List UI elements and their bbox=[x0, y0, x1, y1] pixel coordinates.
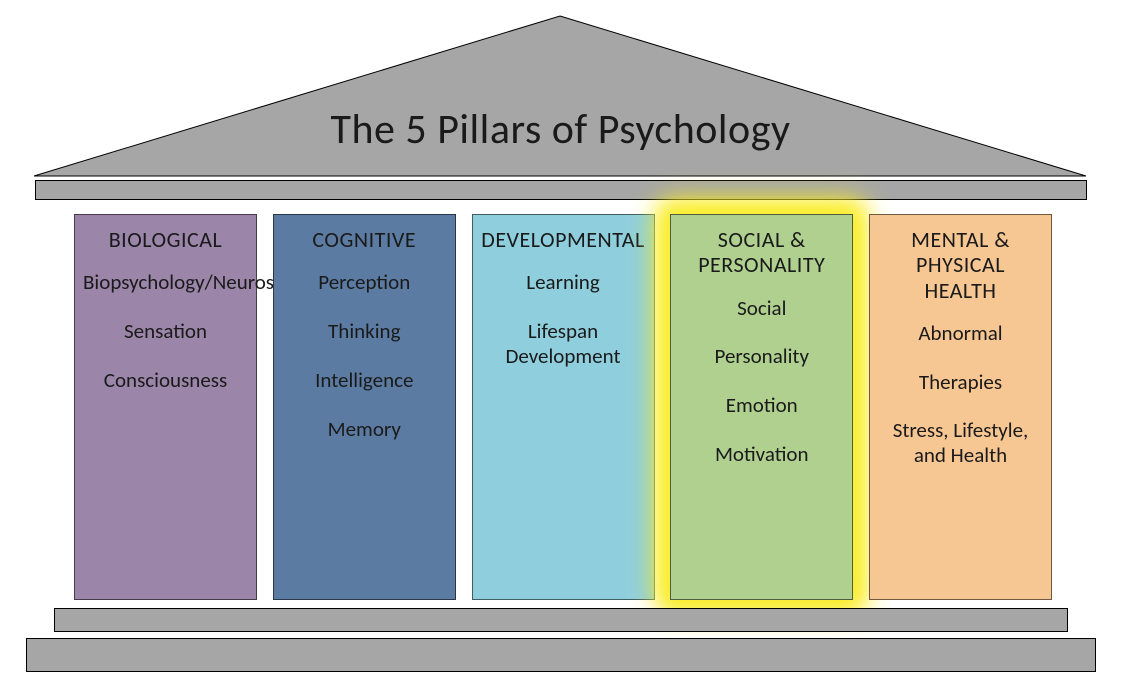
pillar-item: Biopsychology/Neuroscience bbox=[83, 270, 248, 295]
pillar-box: SOCIAL & PERSONALITY Social Personality … bbox=[670, 214, 853, 600]
pillar-item: Emotion bbox=[679, 393, 844, 418]
pillar-item: Abnormal bbox=[878, 321, 1043, 346]
pillar-developmental: DEVELOPMENTAL Learning Lifespan Developm… bbox=[472, 214, 655, 600]
pillar-title: COGNITIVE bbox=[282, 227, 447, 252]
infographic-canvas: The 5 Pillars of Psychology BIOLOGICAL B… bbox=[0, 0, 1121, 697]
pillar-item: Personality bbox=[679, 344, 844, 369]
pillar-items: Perception Thinking Intelligence Memory bbox=[282, 270, 447, 441]
pillar-mental-physical-health: MENTAL & PHYSICAL HEALTH Abnormal Therap… bbox=[869, 214, 1052, 600]
pillar-items: Biopsychology/Neuroscience Sensation Con… bbox=[83, 270, 248, 392]
temple-step-upper bbox=[54, 608, 1068, 632]
pillar-cognitive: COGNITIVE Perception Thinking Intelligen… bbox=[273, 214, 456, 600]
pillar-items: Abnormal Therapies Stress, Lifestyle, an… bbox=[878, 321, 1043, 468]
pillar-item: Lifespan Development bbox=[481, 319, 646, 369]
pillar-item: Memory bbox=[282, 417, 447, 442]
pillar-title: MENTAL & PHYSICAL HEALTH bbox=[878, 227, 1043, 303]
pillar-title: BIOLOGICAL bbox=[83, 227, 248, 252]
pillar-items: Learning Lifespan Development bbox=[481, 270, 646, 368]
pillar-title: SOCIAL & PERSONALITY bbox=[679, 227, 844, 278]
pillar-title: DEVELOPMENTAL bbox=[481, 227, 646, 252]
pillar-box: DEVELOPMENTAL Learning Lifespan Developm… bbox=[472, 214, 655, 600]
pillars-row: BIOLOGICAL Biopsychology/Neuroscience Se… bbox=[74, 214, 1052, 600]
pillar-items: Social Personality Emotion Motivation bbox=[679, 296, 844, 467]
temple-step-lower bbox=[26, 638, 1096, 672]
pillar-box: MENTAL & PHYSICAL HEALTH Abnormal Therap… bbox=[869, 214, 1052, 600]
pillar-biological: BIOLOGICAL Biopsychology/Neuroscience Se… bbox=[74, 214, 257, 600]
pillar-item: Stress, Lifestyle, and Health bbox=[878, 418, 1043, 468]
pillar-box: COGNITIVE Perception Thinking Intelligen… bbox=[273, 214, 456, 600]
pillar-item: Sensation bbox=[83, 319, 248, 344]
pillar-item: Intelligence bbox=[282, 368, 447, 393]
diagram-title: The 5 Pillars of Psychology bbox=[0, 104, 1121, 155]
pillar-item: Social bbox=[679, 296, 844, 321]
pillar-item: Consciousness bbox=[83, 368, 248, 393]
pillar-item: Learning bbox=[481, 270, 646, 295]
pillar-item: Perception bbox=[282, 270, 447, 295]
pillar-item: Thinking bbox=[282, 319, 447, 344]
pillar-item: Motivation bbox=[679, 442, 844, 467]
temple-lintel bbox=[35, 180, 1087, 200]
pillar-item: Therapies bbox=[878, 370, 1043, 395]
pillar-box: BIOLOGICAL Biopsychology/Neuroscience Se… bbox=[74, 214, 257, 600]
temple-roof bbox=[0, 0, 1121, 200]
pillar-social-personality: SOCIAL & PERSONALITY Social Personality … bbox=[670, 214, 853, 600]
